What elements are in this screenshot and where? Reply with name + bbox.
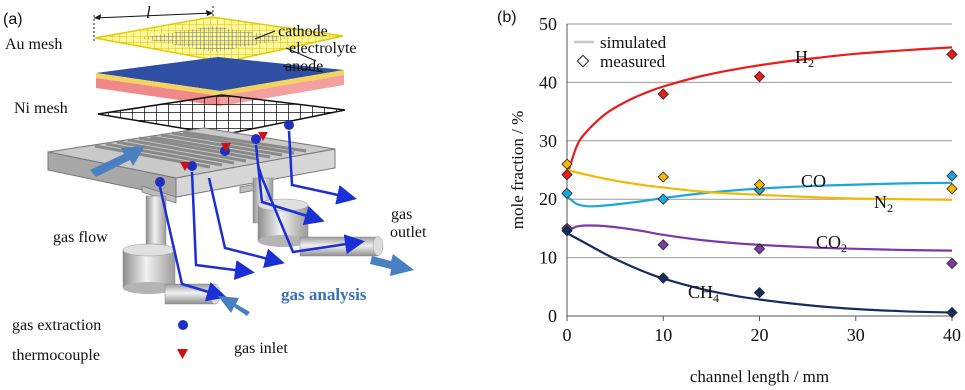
simulated-curve-n2: [566, 168, 953, 201]
measured-point-co2: [657, 239, 669, 251]
gas-extraction-lines: [158, 130, 365, 302]
ni-mesh: [97, 94, 346, 136]
label-au-mesh: Au mesh: [5, 36, 62, 53]
measured-point-ch4: [561, 225, 573, 237]
label-ni-mesh: Ni mesh: [14, 100, 68, 117]
simulated-curve-co2: [566, 224, 953, 252]
thermocouple-points: [180, 132, 268, 171]
panel-a-label: (a): [3, 11, 23, 28]
panel-b-chart: (b) 0 10 20 30 40 50 0 10 20 30 40 mole fraction /…: [497, 9, 961, 386]
measured-point-ch4: [657, 272, 669, 284]
x-tick-label: 20: [751, 325, 769, 345]
x-tick-label: 40: [943, 325, 961, 345]
label-gas-flow: gas flow: [53, 229, 108, 246]
y-axis-label: mole fraction / %: [508, 111, 527, 230]
simulated-curve-h2: [565, 46, 953, 177]
chart-legend: simulated measured: [568, 30, 693, 76]
series-label-co2: CO2: [816, 232, 847, 255]
series-label-h2: H2: [795, 47, 814, 70]
measured-point-h2: [753, 70, 766, 83]
series-label-n2: N2: [874, 192, 893, 215]
legend-measured: measured: [600, 52, 666, 71]
legend-measured-marker: [576, 54, 590, 68]
series-label-ch4: CH4: [688, 282, 719, 305]
simulated-curve-ch4: [566, 232, 953, 314]
y-tick-label: 0: [548, 306, 557, 326]
measured-point-n2: [753, 178, 766, 191]
grid-lines: [567, 23, 952, 259]
label-gas-outlet-2: outlet: [390, 224, 427, 241]
measured-point-h2: [561, 169, 573, 181]
y-tick-label: 40: [539, 72, 557, 92]
measured-point-n2: [657, 171, 669, 183]
simulated-curve-co: [566, 181, 953, 208]
measured-point-n2: [561, 158, 573, 170]
panel-a-setup-diagram: (a) l Au mesh cath: [3, 3, 427, 364]
label-cathode: cathode: [278, 23, 328, 40]
gas-outlet-arrow: [370, 254, 414, 276]
measured-markers: [561, 48, 958, 319]
label-gas-analysis: gas analysis: [281, 285, 367, 304]
x-tick-label: 30: [847, 325, 865, 345]
x-tick-label: 10: [654, 325, 672, 345]
au-mesh: [94, 16, 344, 63]
gas-inlet-arrow: [218, 296, 250, 316]
gas-extraction-symbol: [178, 320, 188, 330]
y-tick-label: 50: [539, 14, 557, 34]
label-electrolyte: electrolyte: [289, 40, 357, 57]
x-axis-label: channel length / mm: [690, 367, 829, 386]
panel-b-label: (b): [497, 9, 517, 26]
label-anode: anode: [285, 58, 323, 75]
measured-point-co: [946, 170, 958, 182]
measured-point-h2: [657, 88, 669, 100]
measured-point-co2: [946, 257, 958, 270]
measured-point-ch4: [753, 286, 766, 299]
series-curves: [565, 46, 953, 314]
measured-point-ch4: [946, 306, 958, 319]
label-thermocouple: thermocouple: [12, 347, 100, 364]
axes: 0 10 20 30 40 50 0 10 20 30 40: [539, 14, 961, 345]
legend-simulated: simulated: [600, 33, 667, 52]
x-tick-label: 0: [563, 325, 572, 345]
measured-point-co: [561, 187, 573, 200]
label-gas-inlet: gas inlet: [234, 340, 288, 357]
series-label-co: CO: [801, 171, 826, 191]
label-gas-outlet-1: gas: [391, 206, 412, 223]
label-gas-extraction: gas extraction: [12, 317, 101, 334]
measured-point-h2: [946, 48, 958, 61]
measured-point-n2: [946, 183, 958, 195]
measured-point-co2: [753, 243, 766, 255]
y-tick-label: 30: [539, 131, 557, 151]
thermocouple-symbol: [177, 349, 188, 359]
y-tick-label: 20: [539, 189, 557, 209]
measured-point-co: [657, 193, 669, 205]
gas-flow-arrow: [90, 146, 145, 177]
y-tick-label: 10: [539, 248, 557, 268]
length-symbol: l: [146, 3, 151, 22]
